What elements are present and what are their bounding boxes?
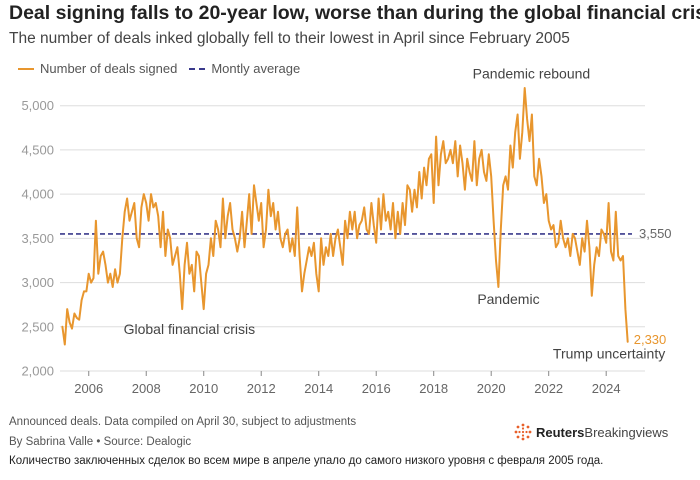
- y-tick-label: 2,000: [21, 364, 54, 379]
- deals-series-line: [61, 87, 629, 346]
- y-tick-label: 4,000: [21, 187, 54, 202]
- x-tick-label: 2010: [189, 381, 218, 396]
- legend-item-deals: Number of deals signed: [18, 61, 177, 76]
- x-tick-label: 2022: [534, 381, 563, 396]
- footnote: Announced deals. Data compiled on April …: [9, 416, 357, 428]
- average-value-label: 3,550: [639, 226, 672, 241]
- legend-line-swatch-icon: [18, 67, 34, 70]
- x-tick-label: 2018: [419, 381, 448, 396]
- reuters-dots-icon: [514, 423, 532, 441]
- legend-label-deals: Number of deals signed: [40, 61, 178, 76]
- y-tick-label: 3,500: [21, 231, 54, 246]
- x-tick-label: 2016: [362, 381, 391, 396]
- chart-title: Deal signing falls to 20-year low, worse…: [9, 2, 700, 24]
- y-tick-label: 3,000: [21, 275, 54, 290]
- legend-dash-swatch-icon: [189, 67, 206, 70]
- legend-label-average: Montly average: [211, 61, 301, 76]
- x-tick-label: 2014: [304, 381, 333, 396]
- x-tick-label: 2008: [132, 381, 161, 396]
- x-tick-label: 2006: [74, 381, 103, 396]
- y-tick-label: 2,500: [21, 319, 54, 334]
- chart-annotation: Trump uncertainty: [553, 346, 665, 362]
- y-tick-label: 5,000: [21, 98, 54, 113]
- y-tick-label: 4,500: [21, 142, 54, 157]
- chart-annotation: Pandemic rebound: [473, 65, 591, 81]
- chart-legend: Number of deals signed Montly average: [18, 61, 312, 76]
- x-tick-label: 2020: [477, 381, 506, 396]
- chart-annotation: Global financial crisis: [124, 321, 256, 337]
- last-value-label: 2,330: [634, 332, 667, 347]
- legend-item-average: Montly average: [189, 61, 300, 76]
- byline: By Sabrina Valle • Source: Dealogic: [9, 436, 192, 448]
- brand-name-bold: Reuters: [536, 424, 585, 440]
- x-tick-label: 2024: [592, 381, 621, 396]
- brand-logo: Reuters Breakingviews: [514, 423, 668, 441]
- x-tick-label: 2012: [247, 381, 276, 396]
- translation-caption: Количество заключенных сделок во всем ми…: [9, 455, 604, 467]
- chart-annotation: Pandemic: [477, 291, 539, 307]
- chart-subtitle: The number of deals inked globally fell …: [9, 30, 570, 47]
- brand-name-light: Breakingviews: [584, 424, 669, 440]
